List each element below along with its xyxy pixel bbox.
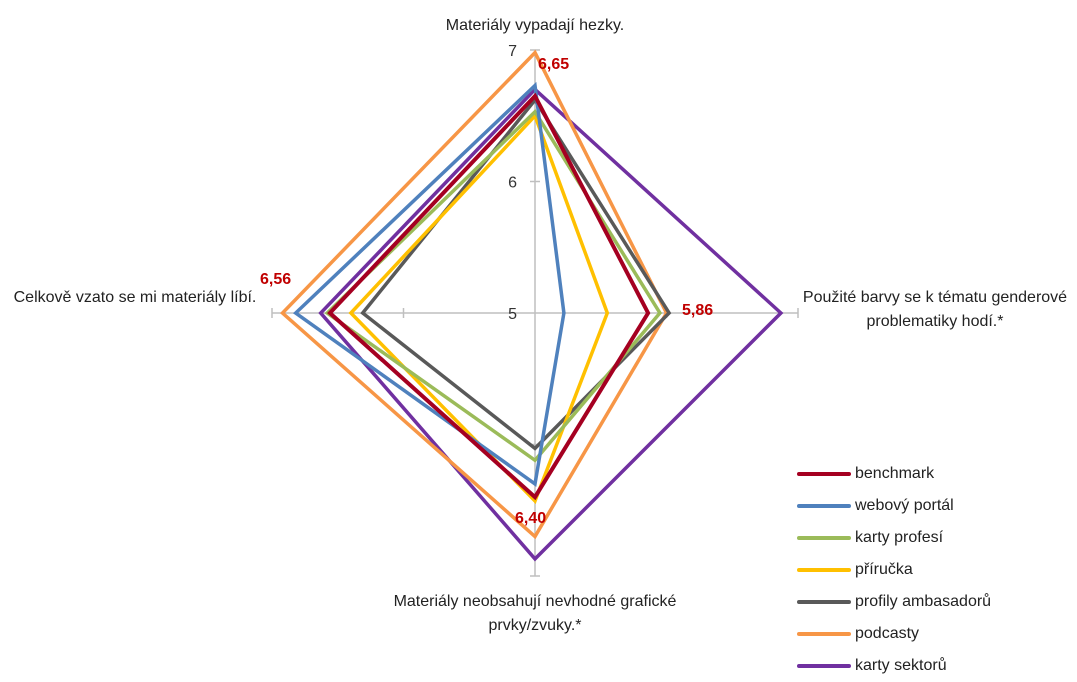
annotation-bottom: 6,40 bbox=[515, 510, 547, 527]
legend-label: karty sektorů bbox=[855, 657, 947, 674]
legend-label: benchmark bbox=[855, 465, 935, 482]
tick-label: 5 bbox=[508, 306, 517, 323]
legend-swatch bbox=[797, 664, 851, 668]
series-benchmark bbox=[327, 92, 651, 501]
axis-label-top: Materiály vypadají hezky. bbox=[445, 17, 625, 34]
legend-swatch bbox=[797, 632, 851, 636]
legend-label: webový portál bbox=[855, 497, 954, 514]
legend-item: karty profesí bbox=[797, 522, 991, 554]
series-příručka bbox=[348, 112, 610, 505]
annotation-top: 6,65 bbox=[538, 56, 570, 73]
legend-swatch bbox=[797, 472, 851, 476]
legend-item: příručka bbox=[797, 554, 991, 586]
legend-swatch bbox=[797, 536, 851, 540]
series-karty-sektorů bbox=[318, 86, 784, 562]
annotation-right: 5,86 bbox=[682, 302, 714, 319]
legend-item: podcasty bbox=[797, 618, 991, 650]
legend-item: profily ambasadorů bbox=[797, 586, 991, 618]
legend-label: podcasty bbox=[855, 625, 920, 642]
legend-item: webový portál bbox=[797, 490, 991, 522]
legend-item: benchmark bbox=[797, 458, 991, 490]
legend: benchmark webový portál karty profesí př… bbox=[797, 458, 991, 682]
series-profily-ambasadorů bbox=[360, 96, 672, 451]
series-webový-portál bbox=[292, 81, 566, 487]
legend-swatch bbox=[797, 568, 851, 572]
legend-label: příručka bbox=[855, 561, 913, 578]
legend-item: karty sektorů bbox=[797, 650, 991, 682]
legend-label: karty profesí bbox=[855, 529, 944, 546]
legend-swatch bbox=[797, 600, 851, 604]
series-karty-profesí bbox=[324, 109, 663, 463]
axis-label-right: Použité barvy se k tématu genderové prob… bbox=[802, 289, 1068, 330]
axis-label-bottom: Materiály neobsahují nevhodné grafické p… bbox=[393, 593, 677, 634]
series-podcasty bbox=[279, 49, 669, 540]
annotation-left: 6,56 bbox=[260, 271, 292, 288]
legend-swatch bbox=[797, 504, 851, 508]
axis-label-left: Celkově vzato se mi materiály líbí. bbox=[13, 289, 257, 306]
legend-label: profily ambasadorů bbox=[855, 593, 992, 610]
tick-label: 7 bbox=[508, 43, 517, 60]
tick-label: 6 bbox=[508, 175, 517, 192]
